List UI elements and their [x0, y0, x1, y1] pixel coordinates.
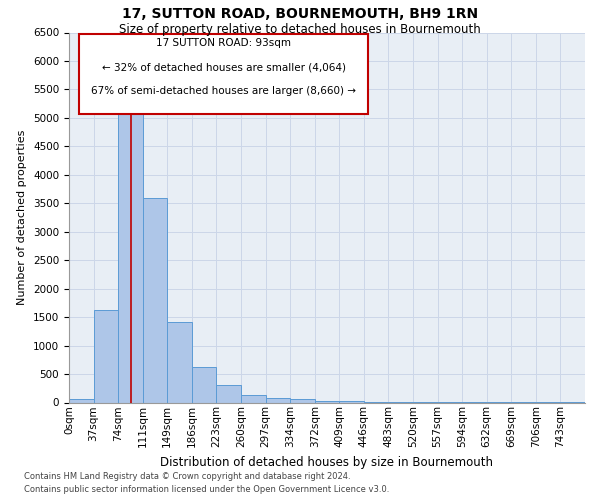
- Text: Size of property relative to detached houses in Bournemouth: Size of property relative to detached ho…: [119, 22, 481, 36]
- Bar: [69, 400, 94, 402]
- Bar: [290, 400, 315, 402]
- FancyBboxPatch shape: [79, 34, 368, 114]
- Text: Contains public sector information licensed under the Open Government Licence v3: Contains public sector information licen…: [24, 485, 389, 494]
- Bar: [217, 385, 241, 402]
- Text: 67% of semi-detached houses are larger (8,660) →: 67% of semi-detached houses are larger (…: [91, 86, 356, 96]
- Y-axis label: Number of detached properties: Number of detached properties: [17, 130, 28, 305]
- Bar: [143, 198, 167, 402]
- Text: ← 32% of detached houses are smaller (4,064): ← 32% of detached houses are smaller (4,…: [102, 62, 346, 72]
- Bar: [266, 398, 290, 402]
- Bar: [118, 114, 143, 403]
- Bar: [167, 322, 192, 402]
- Bar: [315, 400, 339, 402]
- Text: Contains HM Land Registry data © Crown copyright and database right 2024.: Contains HM Land Registry data © Crown c…: [24, 472, 350, 481]
- Text: 17, SUTTON ROAD, BOURNEMOUTH, BH9 1RN: 17, SUTTON ROAD, BOURNEMOUTH, BH9 1RN: [122, 8, 478, 22]
- X-axis label: Distribution of detached houses by size in Bournemouth: Distribution of detached houses by size …: [161, 456, 493, 468]
- Bar: [241, 394, 266, 402]
- Text: 17 SUTTON ROAD: 93sqm: 17 SUTTON ROAD: 93sqm: [156, 38, 291, 48]
- Bar: [192, 367, 217, 402]
- Bar: [94, 310, 118, 402]
